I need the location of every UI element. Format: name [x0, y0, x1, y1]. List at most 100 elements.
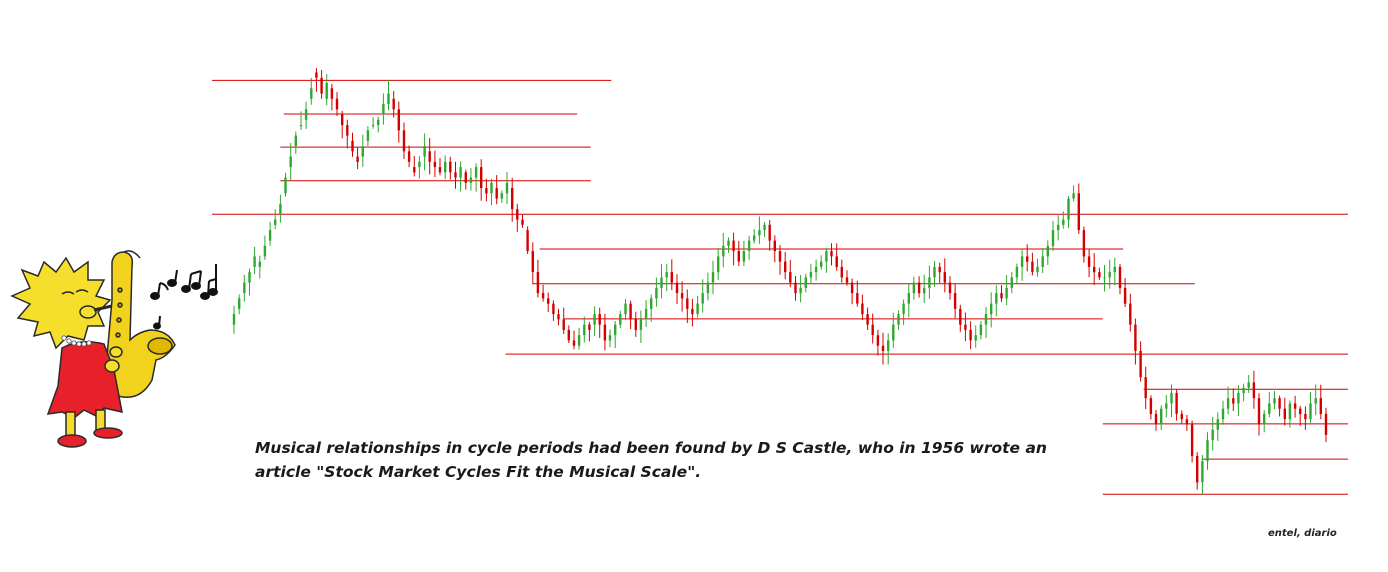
candle-98: [737, 240, 740, 266]
candle-178: [1149, 395, 1153, 420]
candle-82: [655, 277, 658, 307]
candle-79: [639, 310, 643, 343]
candle-3: [248, 268, 251, 296]
candle-31: [392, 91, 395, 118]
candle-67: [577, 327, 581, 350]
candle-52: [500, 190, 503, 203]
candle-171: [1113, 257, 1116, 286]
necklace: [61, 335, 92, 347]
candle-160: [1057, 215, 1060, 241]
candle-175: [1134, 318, 1137, 365]
candle-161: [1062, 211, 1065, 229]
candle-176: [1139, 341, 1142, 382]
candle-169: [1103, 265, 1106, 292]
candle-103: [763, 221, 766, 238]
head: [10, 256, 112, 350]
candle-138: [943, 258, 946, 293]
candle-122: [861, 294, 864, 320]
candle-7: [268, 221, 272, 246]
candle-127: [887, 333, 890, 365]
candle-130: [902, 299, 905, 326]
candle-87: [680, 281, 684, 312]
candle-185: [1185, 414, 1189, 431]
candle-187: [1196, 452, 1199, 490]
candle-75: [619, 310, 622, 329]
candle-94: [717, 247, 720, 280]
candle-76: [624, 298, 627, 321]
face: [61, 289, 113, 319]
candle-44: [459, 161, 462, 192]
candle-212: [1324, 407, 1328, 442]
candle-49: [485, 178, 488, 202]
candle-197: [1247, 375, 1250, 393]
candle-184: [1180, 410, 1183, 424]
candle-0: [232, 305, 236, 334]
candle-42: [449, 156, 452, 180]
arms: [104, 346, 123, 373]
candle-30: [387, 79, 390, 111]
candle-73: [608, 329, 612, 348]
candle-113: [814, 259, 818, 281]
candle-177: [1144, 366, 1147, 409]
candle-34: [407, 145, 411, 168]
candle-9: [279, 194, 282, 223]
candle-147: [990, 292, 993, 328]
candle-40: [438, 158, 442, 176]
candle-154: [1026, 244, 1029, 272]
candle-117: [835, 243, 838, 271]
candle-110: [799, 274, 802, 303]
candle-203: [1278, 395, 1281, 417]
candle-189: [1206, 432, 1209, 470]
candle-111: [804, 273, 807, 293]
candle-166: [1087, 248, 1091, 278]
candle-192: [1221, 400, 1225, 425]
candle-137: [938, 262, 941, 283]
candle-191: [1216, 412, 1219, 441]
caption-line-2: article "Stock Market Cycles Fit the Mus…: [255, 463, 702, 481]
candle-206: [1293, 395, 1297, 418]
candle-106: [778, 245, 782, 275]
candle-105: [773, 235, 776, 263]
candles: [232, 67, 1328, 495]
candle-121: [856, 280, 859, 307]
candle-190: [1211, 416, 1214, 451]
candle-172: [1118, 264, 1122, 295]
candle-62: [552, 300, 555, 321]
saxophone-player-illustration: [10, 250, 218, 448]
candle-153: [1020, 249, 1024, 281]
candle-107: [784, 252, 787, 280]
candle-84: [665, 264, 668, 292]
candle-135: [928, 265, 931, 299]
candle-85: [670, 259, 673, 291]
candle-148: [995, 285, 998, 317]
candle-205: [1288, 400, 1292, 428]
candle-193: [1226, 386, 1230, 415]
candle-70: [593, 306, 596, 336]
candle-211: [1319, 384, 1322, 420]
candle-78: [634, 311, 637, 337]
candle-100: [747, 235, 751, 260]
candle-59: [536, 259, 540, 298]
candle-155: [1031, 252, 1034, 276]
candle-131: [907, 283, 910, 318]
candle-32: [397, 101, 400, 143]
candle-186: [1190, 420, 1194, 463]
candle-162: [1067, 196, 1070, 228]
candle-157: [1041, 248, 1044, 274]
candle-194: [1232, 388, 1235, 411]
candle-39: [433, 150, 437, 178]
candle-204: [1283, 397, 1286, 426]
candle-149: [1000, 285, 1003, 302]
candle-46: [469, 168, 473, 191]
candle-142: [964, 312, 967, 342]
candle-61: [547, 292, 550, 312]
candle-118: [840, 259, 843, 283]
candle-41: [444, 155, 447, 180]
candle-146: [984, 307, 988, 338]
candle-74: [614, 321, 617, 348]
candle-90: [696, 295, 699, 318]
candle-112: [809, 263, 813, 283]
candle-25: [361, 134, 364, 167]
candle-99: [742, 240, 746, 267]
